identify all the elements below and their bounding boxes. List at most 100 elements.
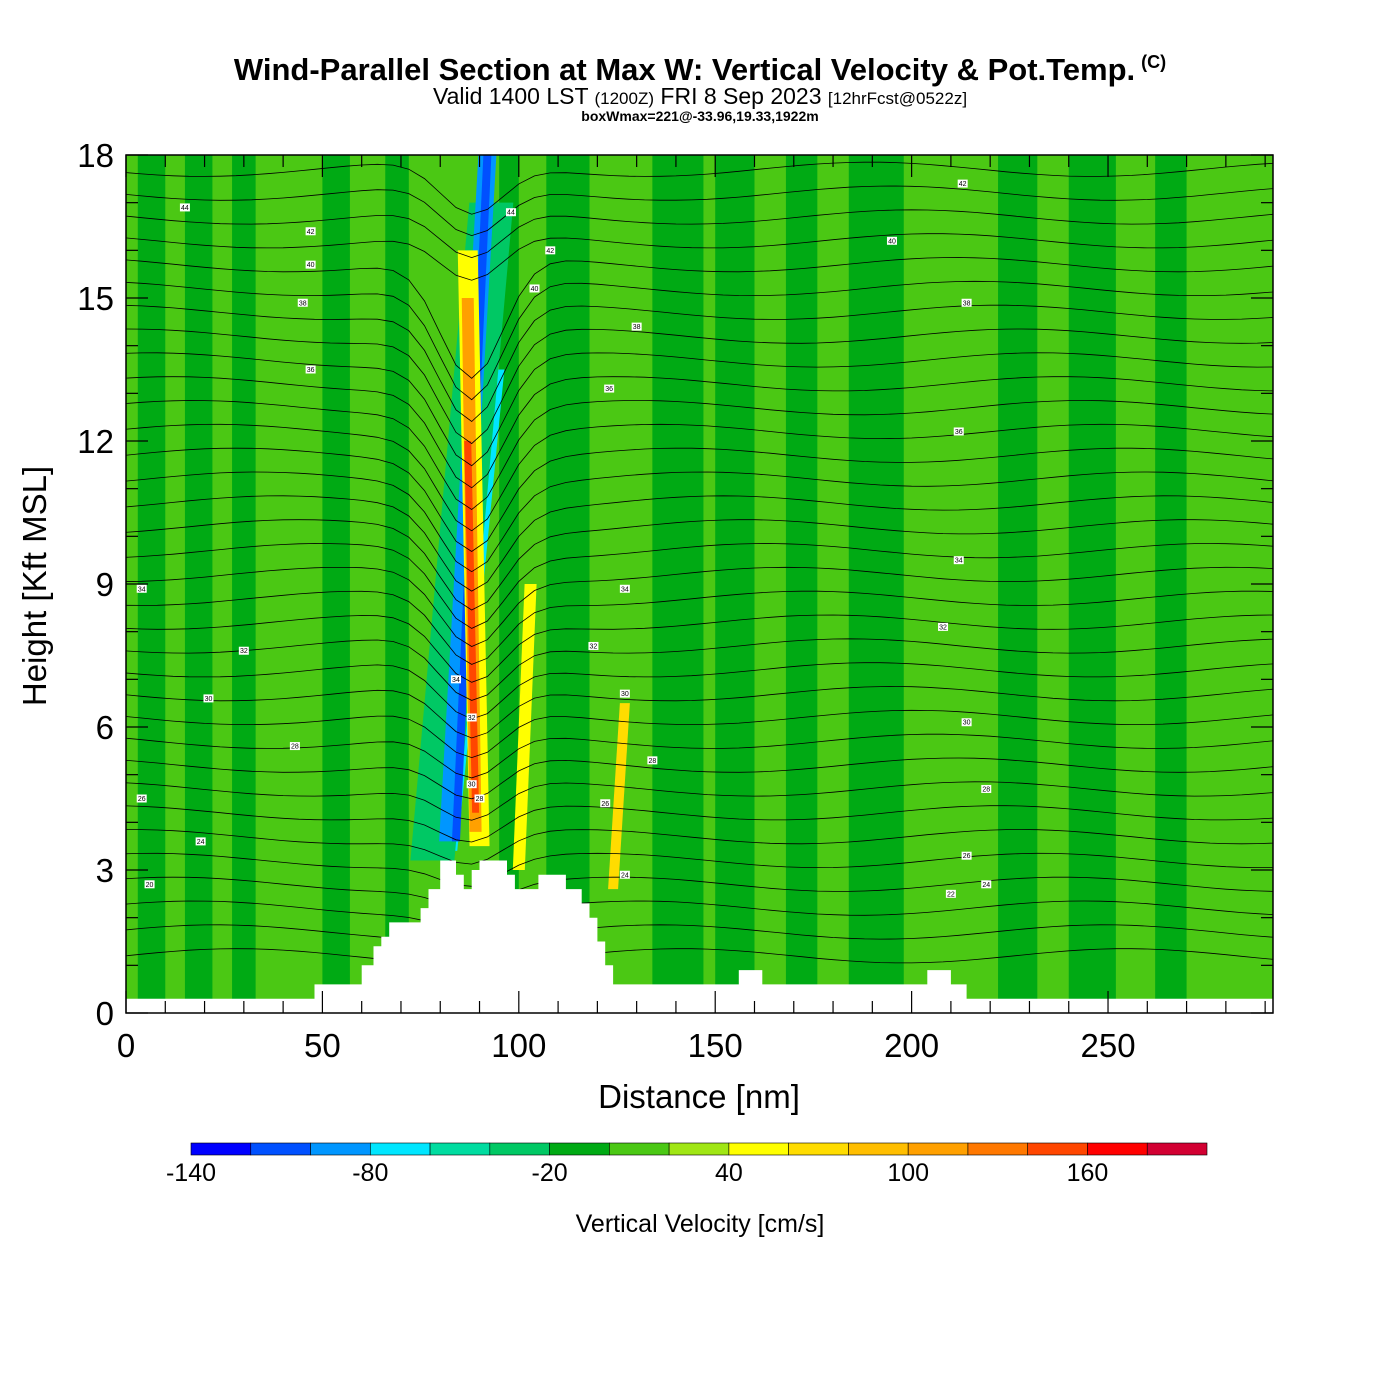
isentrope-line-29 [126,257,1273,379]
colorbar-swatch-12 [907,1142,969,1156]
colorbar-swatch-5 [489,1142,550,1156]
valid-prefix: Valid 1400 LST [432,83,589,109]
isentrope-label-bg-25 [466,780,477,789]
isentrope-line-22 [126,423,1273,532]
x-axis-label: Distance [nm] [598,1078,800,1115]
isentrope-label-bg-2 [305,260,316,269]
isentrope-label-10: 24 [197,839,205,846]
velocity-band-5 [385,155,409,1013]
colorbar-swatch-1 [250,1142,311,1156]
isentrope-label-19: 30 [621,691,629,698]
isentrope-label-bg-17 [619,584,630,593]
isentrope-label-bg-24 [466,713,477,722]
colorbar-swatch-3 [369,1142,431,1156]
isentrope-label-bg-29 [961,298,972,307]
isentrope-label-2: 40 [307,262,315,269]
isentrope-line-25 [126,352,1273,467]
isentrope-label-4: 36 [307,367,315,374]
colorbar-label-5: 160 [1067,1159,1109,1187]
isentrope-label-bg-32 [938,622,949,631]
isentrope-labels: 4442403836343230282624204442403836343230… [136,179,992,898]
isentrope-line-2 [126,900,1273,931]
isentrope-label-33: 30 [963,720,971,727]
colorbar: -140 -80 -20 40 100 160 [166,1142,1208,1187]
x-tick-label-150: 150 [688,1027,743,1064]
y-axis-label: Height [Kft MSL] [16,466,53,706]
isentrope-label-23: 34 [452,677,460,684]
isentrope-label-14: 40 [531,286,539,293]
isentrope-line-1 [126,924,1273,952]
velocity-core-8 [608,703,630,890]
isentrope-line-14 [126,614,1273,683]
colorbar-title: Vertical Velocity [cm/s] [576,1210,825,1238]
isentrope-label-bg-35 [961,851,972,860]
isentrope-label-35: 26 [963,853,971,860]
isentrope-line-19 [126,495,1273,592]
isentrope-line-33 [126,161,1273,215]
velocity-core-7 [512,584,537,870]
box-max-info: boxWmax=221@-33.96,19.33,1922m [581,108,819,124]
isentrope-label-34: 28 [982,786,990,793]
isentrope-label-13: 42 [546,248,554,255]
colorbar-swatch-8 [668,1142,730,1156]
isentrope-label-25: 30 [468,782,476,789]
isentrope-label-27: 40 [888,238,896,245]
plot-area [126,155,1273,1013]
y-tick-label-9: 9 [96,566,114,603]
isentrope-label-bg-22 [619,870,630,879]
isentrope-line-31 [126,209,1273,259]
colorbar-label-3: 40 [715,1159,743,1187]
isentrope-label-bg-26 [474,794,485,803]
colorbar-swatch-2 [310,1142,371,1156]
isentrope-label-18: 32 [590,643,598,650]
velocity-band-11 [848,155,904,1013]
velocity-band-4 [322,155,350,1013]
isentrope-label-3: 38 [299,300,307,307]
velocity-band-14 [1155,155,1187,1013]
isentrope-line-13 [126,638,1273,701]
isentrope-label-0: 44 [181,205,189,212]
x-tick-label-200: 200 [884,1027,939,1064]
isentrope-label-bg-16 [604,384,615,393]
isentrope-label-bg-19 [619,689,630,698]
isentrope-label-6: 32 [240,648,248,655]
isentrope-label-bg-34 [981,784,992,793]
isentrope-label-1: 42 [307,229,315,236]
isentrope-line-26 [126,328,1273,445]
isentrope-label-bg-27 [886,236,897,245]
isentrope-line-21 [126,447,1273,552]
terrain-shape [126,860,1273,1013]
isentrope-label-bg-33 [961,718,972,727]
terrain-mask [126,860,1273,1013]
isentrope-label-28: 42 [959,181,967,188]
isentrope-line-24 [126,376,1273,489]
y-tick-label-6: 6 [96,709,114,746]
isentrope-label-29: 38 [963,300,971,307]
x-tick-label-250: 250 [1080,1027,1135,1064]
isentrope-label-bg-23 [450,675,461,684]
isentrope-label-bg-5 [136,584,147,593]
isentrope-label-20: 28 [648,758,656,765]
colorbar-label-2: -20 [532,1159,568,1187]
colorbar-swatch-14 [1027,1142,1088,1156]
colorbar-swatch-6 [549,1142,610,1156]
isentrope-label-bg-13 [545,246,556,255]
colorbar-swatch-7 [609,1142,670,1156]
colorbar-swatch-10 [788,1142,849,1156]
isentrope-label-bg-20 [647,756,658,765]
isentrope-label-11: 20 [146,882,154,889]
isentrope-label-bg-11 [144,880,155,889]
isentrope-label-bg-8 [289,742,300,751]
title-text: Wind-Parallel Section at Max W: Vertical… [233,52,1136,87]
y-tick-label-3: 3 [96,852,114,889]
y-tick-label-0: 0 [96,995,114,1032]
velocity-band-12 [998,155,1038,1013]
isentrope-line-15 [126,590,1273,665]
isentrope-label-26: 28 [476,796,484,803]
isentrope-line-8 [126,757,1273,800]
isentrope-label-bg-9 [136,794,147,803]
x-tick-label-0: 0 [117,1027,135,1064]
isentrope-label-bg-3 [297,298,308,307]
isentrope-line-11 [126,686,1273,739]
isentrope-label-36: 24 [982,882,990,889]
